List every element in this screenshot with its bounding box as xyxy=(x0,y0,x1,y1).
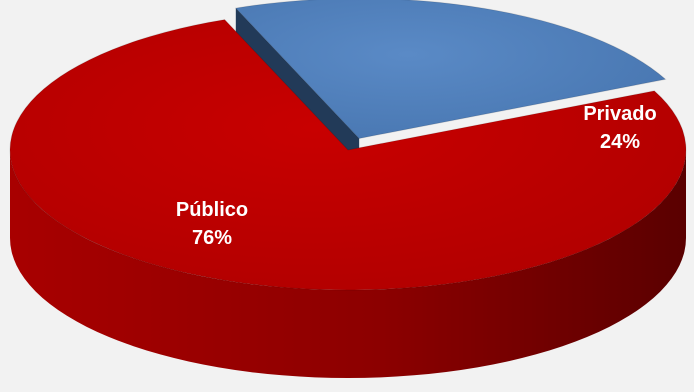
pie-slice-privado xyxy=(234,0,667,140)
slice-value-label: 24% xyxy=(600,131,640,153)
pie-slice-side xyxy=(10,150,686,378)
slice-value-label: 76% xyxy=(192,227,232,249)
pie-slice-pblico xyxy=(9,19,687,291)
slice-category-label: Privado xyxy=(583,103,656,125)
slice-category-label: Público xyxy=(176,199,248,221)
